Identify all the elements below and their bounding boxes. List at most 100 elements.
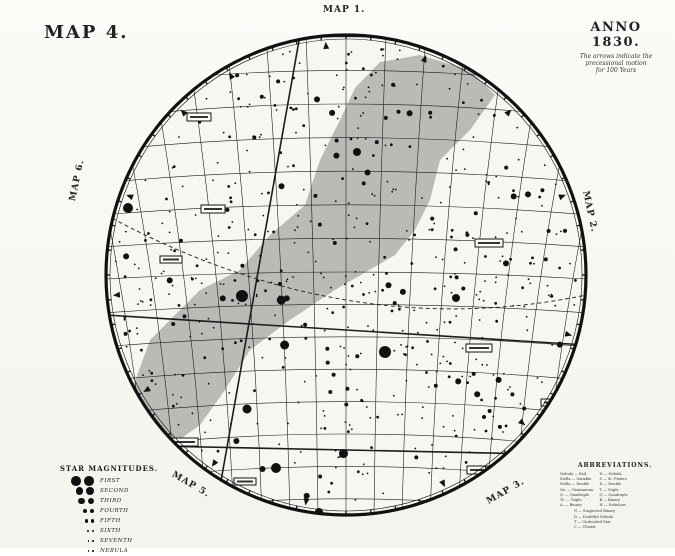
- star: [173, 249, 176, 252]
- star: [248, 346, 250, 348]
- star: [409, 145, 412, 148]
- star: [362, 67, 365, 70]
- magnitude-symbol: [44, 519, 94, 522]
- star: [140, 300, 142, 302]
- star: [284, 295, 290, 301]
- border-tick: [395, 40, 396, 44]
- star: [217, 252, 219, 254]
- star: [249, 104, 251, 106]
- star: [142, 374, 144, 376]
- star: [354, 227, 356, 229]
- star: [381, 84, 383, 86]
- star: [123, 253, 129, 259]
- magnitude-label: FIFTH: [100, 518, 121, 524]
- star: [387, 181, 389, 183]
- epoch-label: ANNO 1830.: [571, 20, 661, 50]
- star: [354, 97, 357, 100]
- bright-star: [379, 346, 391, 358]
- magnitude-row: FOURTH: [44, 506, 174, 516]
- star: [351, 51, 353, 53]
- star: [506, 232, 508, 234]
- star: [340, 346, 342, 348]
- magnitude-dot: [91, 519, 94, 522]
- star: [383, 256, 386, 259]
- star: [233, 438, 239, 444]
- star: [240, 264, 244, 268]
- star: [246, 150, 248, 152]
- star: [262, 215, 264, 217]
- star: [517, 196, 519, 198]
- star: [360, 282, 362, 284]
- star: [563, 229, 567, 233]
- magnitude-dot: [71, 476, 81, 486]
- star: [240, 339, 243, 342]
- magnitude-row: FIFTH: [44, 516, 174, 526]
- magnitude-symbol: [44, 509, 94, 513]
- star: [466, 231, 469, 234]
- star: [495, 320, 498, 323]
- star: [323, 277, 325, 279]
- star: [454, 74, 456, 76]
- star: [461, 287, 465, 291]
- star: [435, 467, 437, 469]
- star: [434, 384, 438, 388]
- star: [484, 255, 487, 258]
- star: [248, 229, 250, 231]
- star: [325, 145, 327, 147]
- bright-star: [353, 148, 361, 156]
- star: [324, 427, 327, 430]
- star: [182, 374, 185, 377]
- star: [454, 273, 456, 275]
- star: [232, 221, 234, 223]
- star: [344, 283, 346, 285]
- magnitude-row: SIXTH: [44, 526, 174, 536]
- star: [344, 403, 348, 407]
- star: [337, 457, 339, 459]
- star: [367, 325, 369, 327]
- star: [294, 242, 296, 244]
- star: [269, 75, 271, 77]
- star: [547, 285, 549, 287]
- star: [287, 423, 289, 425]
- star: [271, 282, 273, 284]
- star: [406, 380, 408, 382]
- star: [333, 153, 339, 159]
- star: [488, 409, 492, 413]
- star: [274, 315, 276, 317]
- star: [431, 354, 433, 356]
- star: [217, 162, 219, 164]
- star: [466, 381, 469, 384]
- star: [295, 132, 297, 134]
- map-title: MAP 4.: [44, 22, 128, 43]
- star: [172, 394, 174, 396]
- star: [421, 197, 423, 199]
- star: [336, 74, 338, 76]
- star: [355, 499, 357, 501]
- star: [292, 77, 295, 80]
- star: [260, 134, 262, 136]
- star: [345, 62, 348, 65]
- star: [371, 193, 373, 195]
- star: [440, 202, 442, 204]
- constellation-label-plate: [475, 239, 503, 247]
- star: [446, 158, 448, 160]
- star: [279, 151, 282, 154]
- star: [318, 475, 322, 479]
- star: [343, 87, 345, 89]
- star: [392, 188, 394, 190]
- star: [238, 303, 240, 305]
- star: [201, 450, 203, 452]
- star: [237, 97, 240, 100]
- star: [240, 106, 242, 108]
- constellation-label-plate: [234, 478, 256, 485]
- star: [324, 330, 326, 332]
- star: [442, 65, 445, 68]
- constellation-label-plate: [201, 205, 225, 213]
- abbreviation-entry: A. — Binary: [560, 503, 594, 508]
- star: [512, 305, 514, 307]
- star: [349, 424, 351, 426]
- star: [525, 191, 531, 197]
- star: [526, 329, 528, 331]
- star: [307, 93, 309, 95]
- star: [161, 273, 163, 275]
